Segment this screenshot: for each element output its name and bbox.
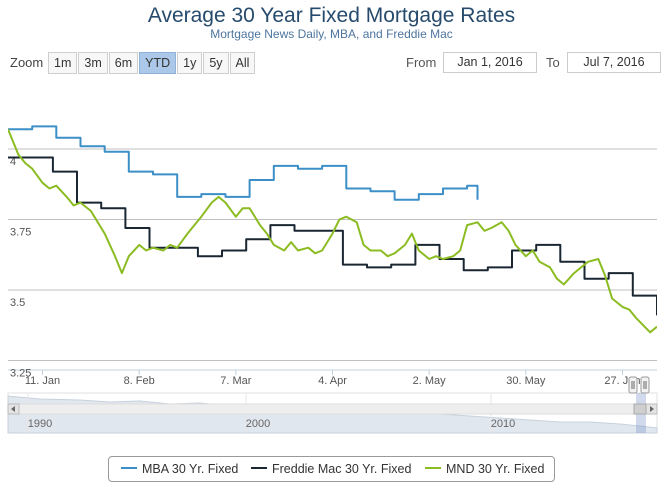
series-line-2 [8, 128, 657, 334]
x-tick-label-6: 27. Jun [604, 375, 640, 387]
x-tick-label-0: 11. Jan [25, 375, 60, 387]
scrollbar-left-arrow-icon [11, 406, 15, 412]
scrollbar-left-button [7, 403, 20, 415]
scrollbar-right-button [645, 403, 658, 415]
x-tick-label-5: 30. May [506, 375, 546, 387]
zoom-label: Zoom [10, 55, 44, 70]
zoom-ytd-button[interactable]: YTD [139, 52, 177, 74]
legend-swatch-mba [121, 466, 137, 469]
legend-item-mba[interactable]: MBA 30 Yr. Fixed [121, 462, 238, 476]
series-line-0 [8, 125, 479, 201]
navigator-year-label-0: 1990 [28, 418, 52, 430]
navigator-frame [7, 392, 658, 434]
zoom-button-group: 1m 3m 6m YTD 1y 5y All [48, 52, 256, 74]
navigator-handle-0 [628, 376, 638, 394]
zoom-6m-button[interactable]: 6m [108, 52, 139, 74]
y-tick-label-1: 3.75 [10, 227, 31, 239]
zoom-1y-button[interactable]: 1y [177, 52, 203, 74]
range-to-input[interactable]: Jul 7, 2016 [567, 52, 661, 73]
scrollbar-thumb [633, 403, 647, 415]
legend-label-freddie: Freddie Mac 30 Yr. Fixed [272, 462, 412, 476]
chart-title: Average 30 Year Fixed Mortgage Rates [147, 4, 516, 27]
series-line-1 [8, 156, 657, 316]
navigator-year-label-1: 2000 [246, 418, 270, 430]
legend-label-mnd: MND 30 Yr. Fixed [446, 462, 545, 476]
x-tick-label-1: 8. Feb [124, 375, 155, 387]
navigator: 1990 2000 2010 [7, 376, 658, 434]
navigator-area [7, 395, 658, 434]
legend: MBA 30 Yr. Fixed Freddie Mac 30 Yr. Fixe… [108, 456, 555, 482]
range-from-label: From [406, 55, 437, 70]
y-axis-ticks: 4 3.75 3.5 3.25 [10, 156, 31, 380]
legend-swatch-freddie [251, 466, 267, 469]
chart-series [8, 125, 657, 334]
y-tick-label-2: 3.5 [10, 297, 25, 309]
zoom-5y-button[interactable]: 5y [203, 52, 229, 74]
legend-item-freddie[interactable]: Freddie Mac 30 Yr. Fixed [251, 462, 411, 476]
navigator-year-label-2: 2010 [491, 418, 515, 430]
y-tick-label-0: 4 [10, 156, 16, 168]
x-axis-ticks: 11. Jan 8. Feb 7. Mar 4. Apr 2. May 30. May 27… [25, 370, 641, 387]
navigator-handle-1 [640, 376, 650, 394]
legend-item-mnd[interactable]: MND 30 Yr. Fixed [425, 462, 544, 476]
chart-subtitle: Mortgage News Daily, MBA, and Freddie Ma… [210, 27, 453, 41]
y-tick-label-3: 3.25 [10, 368, 31, 380]
scrollbar-right-arrow-icon [650, 406, 654, 412]
x-tick-label-3: 4. Apr [318, 375, 347, 387]
zoom-all-button[interactable]: All [229, 52, 256, 74]
x-tick-label-4: 2. May [413, 375, 447, 387]
legend-swatch-mnd [425, 466, 441, 469]
range-from-input[interactable]: Jan 1, 2016 [443, 52, 537, 73]
x-tick-label-2: 7. Mar [220, 375, 252, 387]
chart-gridlines [8, 148, 657, 371]
scrollbar-track [7, 403, 658, 415]
navigator-selected-range [636, 393, 646, 433]
zoom-3m-button[interactable]: 3m [78, 52, 108, 74]
zoom-1m-button[interactable]: 1m [48, 52, 78, 74]
legend-label-mba: MBA 30 Yr. Fixed [142, 462, 239, 476]
range-to-label: To [546, 55, 560, 70]
